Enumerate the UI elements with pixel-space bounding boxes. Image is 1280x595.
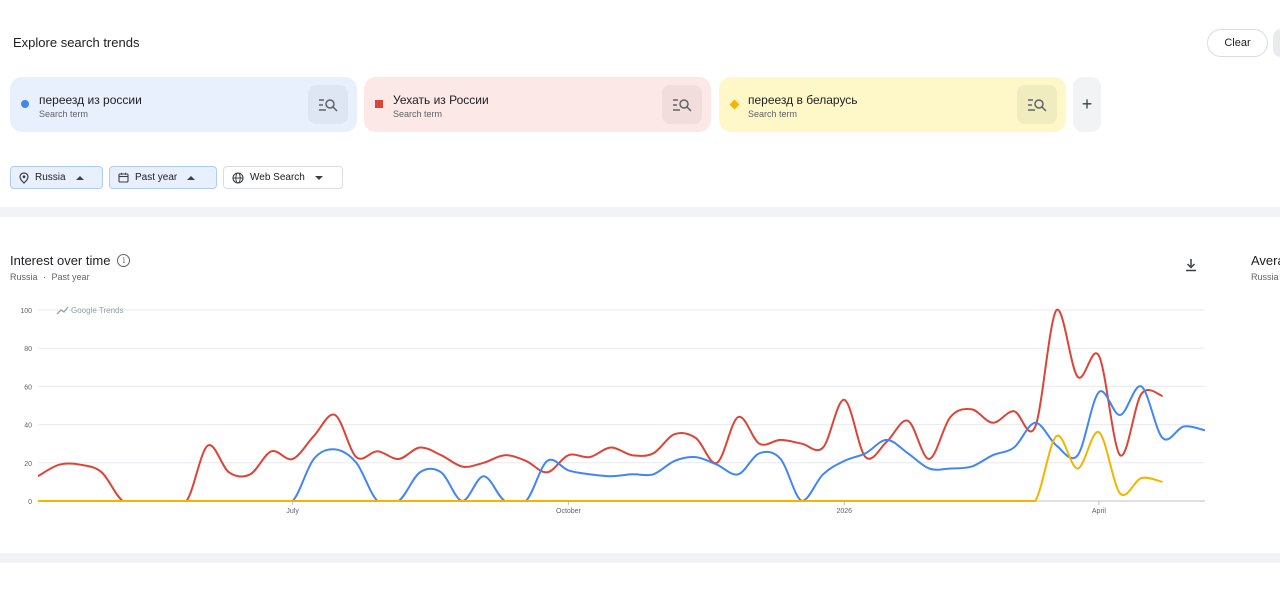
interest-title: Interest over time (10, 253, 111, 268)
y-tick-label: 20 (24, 461, 32, 468)
search-term-card-2[interactable]: Уехать из России Search term (364, 77, 711, 132)
overflow-button[interactable] (1273, 29, 1280, 57)
section-divider (0, 553, 1280, 563)
search-term-card-1[interactable]: переезд из россии Search term (10, 77, 357, 132)
interest-over-time-chart: 0 20 40 60 80 100 July October 2026 April Google T… (20, 306, 1206, 515)
caret-up-icon (187, 175, 196, 180)
globe-icon (232, 171, 244, 184)
x-tick-label: 2026 (837, 508, 853, 515)
search-term-type: Search term (393, 109, 443, 119)
search-explore-icon[interactable] (662, 85, 702, 124)
series-line (38, 431, 1163, 502)
x-tick-label: July (286, 508, 299, 515)
average-subtitle: Russia (1251, 272, 1279, 282)
search-term-type: Search term (748, 109, 798, 119)
search-term-label: переезд в беларусь (748, 93, 858, 107)
info-icon[interactable]: i (117, 254, 131, 267)
period-filter-chip[interactable]: Past year (109, 166, 217, 189)
interest-region: Russia (10, 272, 38, 282)
y-tick-label: 0 (28, 499, 32, 506)
series-marker-icon (21, 100, 29, 108)
interest-subtitle: Russia · Past year (10, 272, 90, 282)
y-tick-label: 100 (20, 308, 32, 315)
interest-period: Past year (51, 272, 90, 282)
period-filter-label: Past year (135, 172, 178, 183)
series-line (38, 385, 1206, 502)
search-term-type: Search term (39, 109, 89, 119)
caret-up-icon (75, 175, 84, 180)
y-tick-label: 80 (24, 346, 32, 353)
search-term-label: Уехать из России (393, 93, 489, 107)
property-filter-chip[interactable]: Web Search (223, 166, 343, 189)
y-tick-label: 60 (24, 384, 32, 391)
region-filter-chip[interactable]: Russia (10, 166, 103, 189)
caret-down-icon (314, 175, 323, 180)
clear-button[interactable]: Clear (1207, 29, 1268, 57)
calendar-icon (118, 172, 129, 183)
property-filter-label: Web Search (250, 172, 305, 183)
subtitle-separator: · (43, 272, 47, 282)
x-tick-label: April (1092, 508, 1106, 515)
section-divider (0, 207, 1280, 217)
interest-over-time-heading: Interest over time i (10, 253, 131, 268)
region-filter-label: Russia (35, 172, 66, 183)
page-title: Explore search trends (13, 35, 140, 50)
add-term-button[interactable]: + (1073, 77, 1101, 132)
search-term-card-3[interactable]: переезд в беларусь Search term (719, 77, 1066, 132)
trends-watermark-icon (56, 306, 69, 315)
search-term-label: переезд из россии (39, 93, 142, 107)
chart-watermark: Google Trends (71, 306, 123, 315)
search-explore-icon[interactable] (308, 85, 348, 124)
y-tick-label: 40 (24, 423, 32, 430)
search-explore-icon[interactable] (1017, 85, 1057, 124)
location-pin-icon (19, 171, 29, 184)
average-title: Average (1251, 253, 1280, 268)
series-marker-icon (729, 99, 740, 110)
x-tick-label: October (556, 508, 582, 515)
download-icon[interactable] (1183, 257, 1199, 273)
series-marker-icon (375, 100, 383, 108)
series-line (37, 308, 1163, 502)
